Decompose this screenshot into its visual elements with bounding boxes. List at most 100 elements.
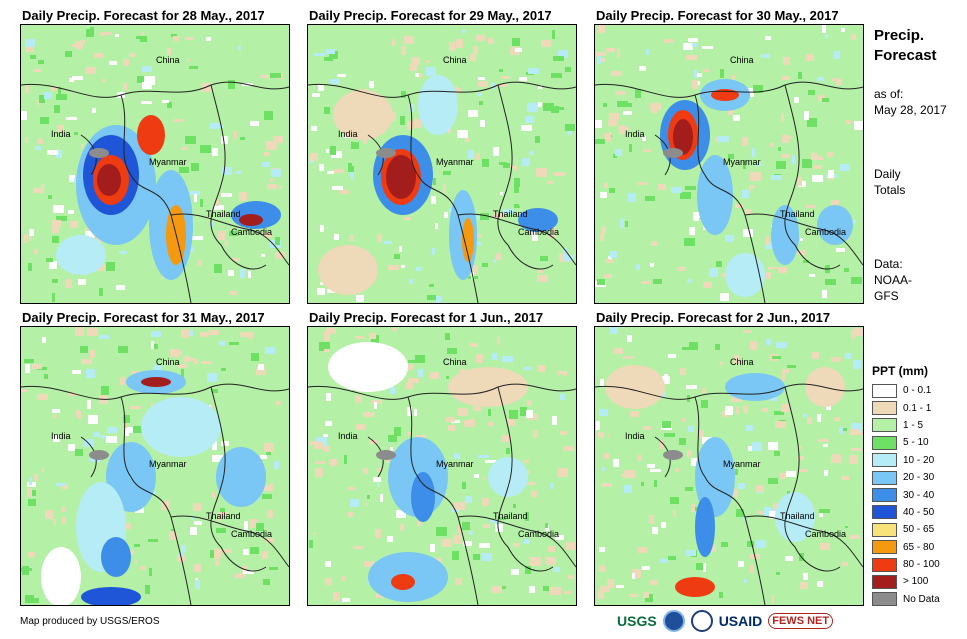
precip-cell bbox=[828, 111, 835, 115]
legend-label: 20 - 30 bbox=[903, 472, 935, 484]
precip-area bbox=[488, 457, 528, 497]
panel-title: Daily Precip. Forecast for 30 May., 2017 bbox=[596, 8, 839, 23]
precip-cell bbox=[102, 79, 106, 82]
precip-cell bbox=[478, 81, 488, 87]
precip-cell bbox=[802, 159, 812, 168]
precip-cell bbox=[37, 394, 48, 400]
precip-cell bbox=[817, 581, 823, 587]
precip-cell bbox=[525, 512, 529, 521]
precip-cell bbox=[251, 353, 259, 361]
legend-item: 40 - 50 bbox=[872, 504, 967, 521]
precip-cell bbox=[42, 337, 46, 343]
precip-cell bbox=[106, 262, 115, 271]
precip-area bbox=[711, 89, 739, 101]
precip-cell bbox=[563, 446, 574, 451]
precip-cell bbox=[23, 225, 28, 232]
precip-cell bbox=[670, 497, 679, 504]
precip-cell bbox=[348, 163, 352, 166]
precip-cell bbox=[58, 87, 61, 95]
precip-cell bbox=[679, 438, 686, 445]
precip-cell bbox=[627, 335, 632, 342]
precip-cell bbox=[475, 153, 480, 160]
forecast-panel-may28: Daily Precip. Forecast for 28 May., 2017… bbox=[20, 6, 310, 304]
precip-cell bbox=[400, 116, 405, 125]
legend-item: No Data bbox=[872, 591, 967, 608]
precip-cell bbox=[106, 436, 117, 443]
precip-cell bbox=[76, 410, 79, 417]
precip-cell bbox=[752, 442, 762, 451]
precip-cell bbox=[274, 61, 279, 70]
precip-cell bbox=[484, 203, 490, 210]
legend-label: 65 - 80 bbox=[903, 541, 935, 553]
precip-cell bbox=[514, 204, 520, 208]
precip-cell bbox=[53, 435, 60, 442]
precip-cell bbox=[212, 455, 223, 462]
precip-cell bbox=[685, 186, 696, 190]
precip-cell bbox=[558, 50, 568, 58]
precip-cell bbox=[56, 150, 62, 158]
precip-map: China India Myanmar Thailand Cambodia bbox=[594, 326, 864, 606]
precip-cell bbox=[65, 51, 72, 57]
country-border bbox=[694, 396, 766, 605]
precip-cell bbox=[47, 150, 58, 155]
precip-cell bbox=[44, 595, 50, 603]
precip-cell bbox=[85, 226, 88, 229]
precip-cell bbox=[66, 398, 72, 405]
precip-cell bbox=[171, 34, 177, 37]
precip-cell bbox=[102, 472, 108, 475]
precip-cell bbox=[604, 453, 609, 459]
precip-cell bbox=[537, 275, 548, 282]
precip-cell bbox=[415, 73, 420, 77]
legend-item: 1 - 5 bbox=[872, 417, 967, 434]
precip-cell bbox=[261, 254, 265, 257]
precip-cell bbox=[615, 91, 626, 95]
precip-cell bbox=[270, 179, 273, 182]
precip-cell bbox=[746, 416, 752, 421]
precip-cell bbox=[53, 205, 64, 213]
no-data-area bbox=[376, 148, 396, 158]
precip-cell bbox=[601, 226, 606, 234]
precip-cell bbox=[851, 34, 856, 40]
precip-cell bbox=[240, 332, 251, 337]
precip-cell bbox=[326, 149, 329, 153]
precip-cell bbox=[600, 192, 607, 198]
precip-cell bbox=[682, 418, 685, 422]
precip-cell bbox=[694, 70, 697, 78]
precip-cell bbox=[715, 344, 720, 350]
precip-cell bbox=[93, 432, 100, 437]
precip-cell bbox=[221, 368, 226, 371]
precip-cell bbox=[680, 368, 686, 375]
country-label-cambodia: Cambodia bbox=[518, 529, 559, 539]
precip-cell bbox=[758, 240, 761, 249]
precip-cell bbox=[30, 55, 36, 59]
precip-cell bbox=[553, 56, 564, 61]
precip-cell bbox=[637, 182, 647, 185]
precip-cell bbox=[565, 124, 575, 131]
country-border bbox=[744, 213, 863, 266]
precip-cell bbox=[358, 86, 367, 94]
precip-cell bbox=[109, 61, 117, 65]
precip-cell bbox=[693, 212, 699, 221]
precip-cell bbox=[454, 502, 465, 510]
precip-cell bbox=[320, 225, 324, 232]
precip-cell bbox=[332, 186, 343, 190]
precip-cell bbox=[87, 328, 98, 336]
precip-cell bbox=[466, 290, 474, 298]
precip-cell bbox=[325, 561, 331, 567]
panel-title: Daily Precip. Forecast for 29 May., 2017 bbox=[309, 8, 552, 23]
precip-cell bbox=[464, 420, 474, 427]
precip-cell bbox=[52, 293, 55, 302]
precip-cell bbox=[90, 350, 95, 358]
state-department-logo bbox=[690, 610, 713, 632]
precip-cell bbox=[39, 95, 45, 103]
precip-area bbox=[725, 253, 765, 297]
precip-cell bbox=[25, 45, 33, 52]
precip-cell bbox=[171, 529, 174, 532]
precip-cell bbox=[116, 285, 125, 290]
precip-cell bbox=[401, 91, 406, 98]
precip-cell bbox=[330, 146, 336, 155]
precip-cell bbox=[651, 241, 658, 246]
precip-cell bbox=[812, 352, 819, 359]
precip-cell bbox=[226, 276, 230, 279]
precip-cell bbox=[694, 27, 699, 31]
